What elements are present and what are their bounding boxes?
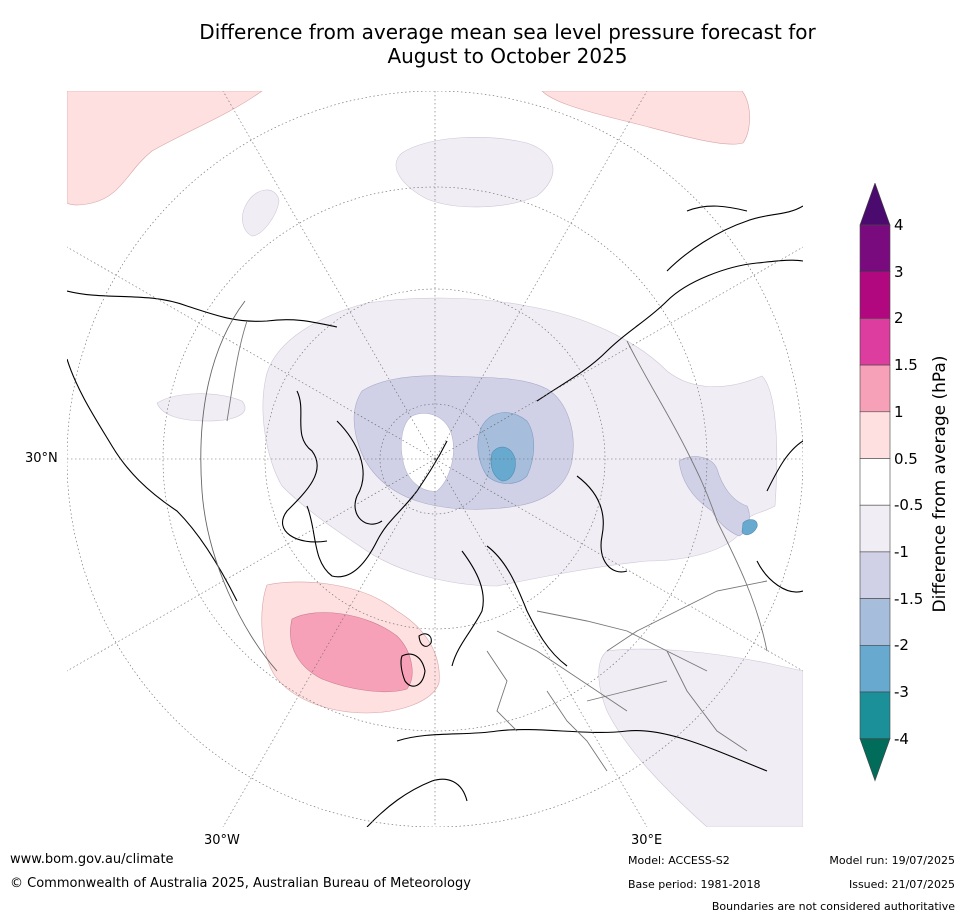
- model-run-text: Model run: 19/07/2025: [829, 854, 955, 867]
- anomaly-blue-karasea: [490, 446, 516, 482]
- colorbar-tick-label: -0.5: [894, 496, 924, 515]
- anomaly-pink-atlantic-core: [290, 612, 413, 693]
- colorbar-tick-label: -4: [894, 729, 909, 748]
- pressure-anomaly-map: [67, 91, 803, 827]
- equator-arc: [200, 300, 278, 672]
- colorbar-segment: [859, 318, 891, 366]
- graticule: [67, 91, 803, 827]
- base-period-text: Base period: 1981-2018: [628, 878, 761, 891]
- colorbar-segment: [859, 271, 891, 319]
- colorbar-extend-max: [859, 182, 891, 226]
- issued-text: Issued: 21/07/2025: [848, 878, 955, 891]
- map-svg: [67, 91, 803, 827]
- anomaly-lavender-westcentral: [156, 393, 246, 422]
- country-boundaries: [226, 320, 768, 772]
- longitude-label-east: 30°E: [631, 833, 663, 848]
- coastlines: [67, 205, 803, 827]
- disclaimer-text: Boundaries are not considered authoritat…: [711, 900, 955, 913]
- colorbar-tick-label: -3: [894, 683, 909, 701]
- colorbar-segment: [859, 224, 891, 273]
- website-link[interactable]: www.bom.gov.au/climate: [10, 852, 174, 867]
- longitude-label-west: 30°W: [204, 833, 240, 848]
- colorbar-segment: [859, 458, 891, 506]
- anomaly-white-polar: [401, 413, 454, 492]
- colorbar-tick-label: 3: [894, 262, 904, 281]
- anomaly-lavender-small: [242, 189, 280, 237]
- map-title: Difference from average mean sea level p…: [120, 20, 895, 68]
- latitude-label: 30°N: [25, 451, 58, 466]
- colorbar-tick-label: -2: [894, 636, 909, 655]
- colorbar-tick-label: 0.5: [894, 449, 918, 468]
- anomaly-blue-baikal: [741, 519, 758, 536]
- colorbar: [858, 182, 892, 783]
- colorbar-tick-label: 4: [894, 216, 904, 234]
- colorbar-segment: [859, 504, 891, 553]
- colorbar-segment: [859, 598, 891, 646]
- anomaly-lavender-pacific: [395, 137, 554, 208]
- colorbar-tick-label: -1.5: [894, 589, 924, 608]
- anomaly-lavender-southeast: [598, 648, 803, 827]
- colorbar-segment: [859, 551, 891, 599]
- colorbar-segment: [859, 411, 891, 459]
- anomaly-pink-northeast: [541, 91, 750, 145]
- copyright-text: © Commonwealth of Australia 2025, Austra…: [10, 876, 471, 891]
- colorbar-tick-label: 2: [894, 309, 904, 328]
- colorbar-tick-label: -1: [894, 542, 909, 561]
- anomaly-pink-northwest: [67, 91, 263, 206]
- colorbar-title: Difference from average (hPa): [930, 355, 950, 613]
- model-text: Model: ACCESS-S2: [628, 854, 730, 867]
- title-line-1: Difference from average mean sea level p…: [199, 20, 816, 44]
- colorbar-tick-label: 1.5: [894, 356, 918, 375]
- colorbar-svg: [859, 182, 891, 782]
- colorbar-segment: [859, 364, 891, 413]
- colorbar-segment: [859, 644, 891, 693]
- colorbar-extend-min: [859, 738, 891, 782]
- colorbar-segment: [859, 691, 891, 740]
- title-line-2: August to October 2025: [387, 44, 628, 68]
- colorbar-tick-label: 1: [894, 402, 904, 421]
